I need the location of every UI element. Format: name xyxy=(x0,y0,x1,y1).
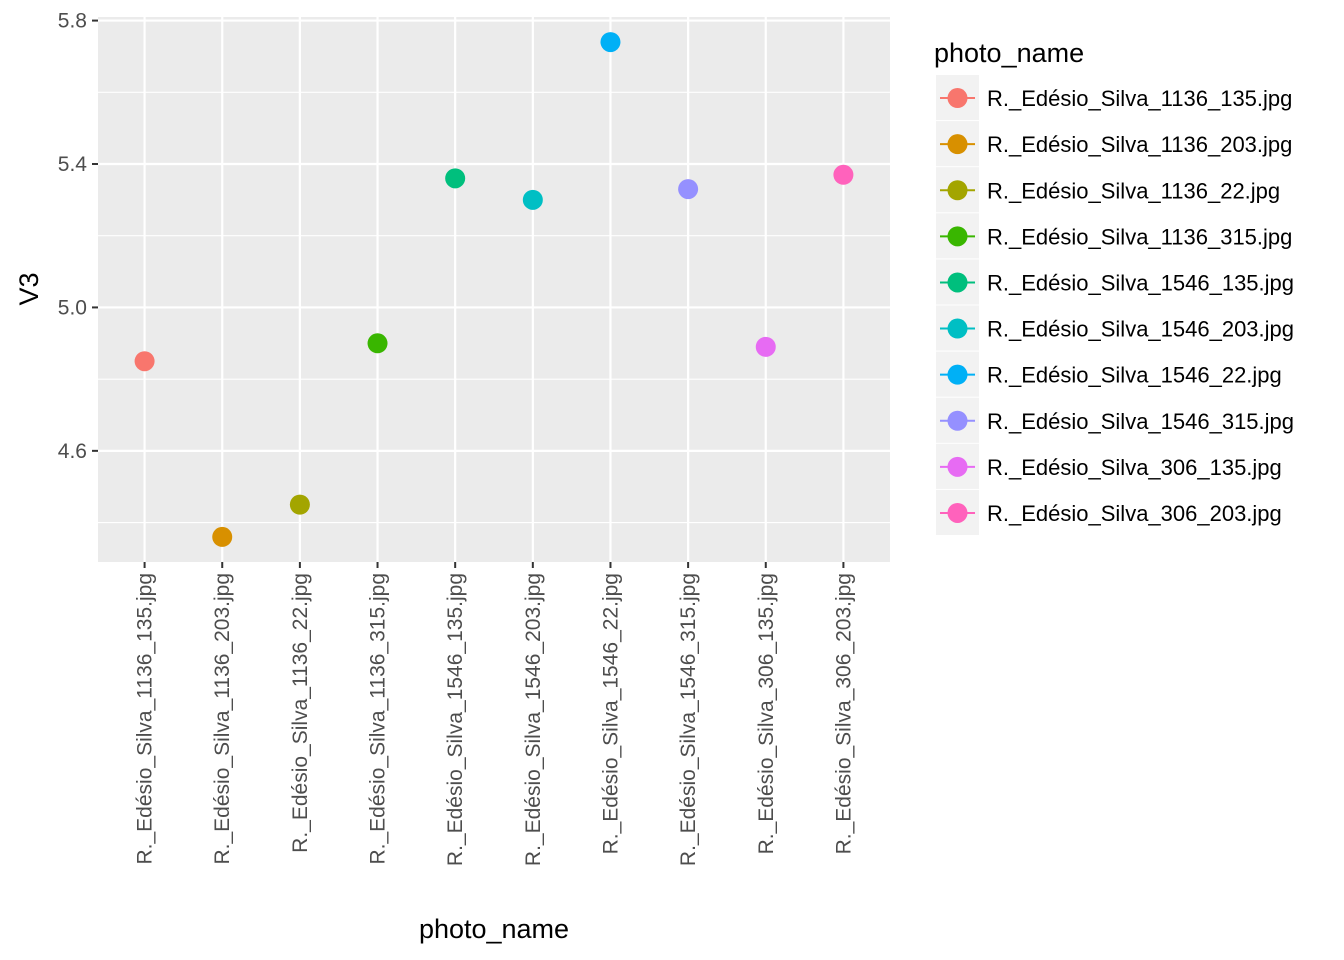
legend-key-point xyxy=(947,88,968,109)
legend-key-point xyxy=(947,180,968,201)
y-axis-title: V3 xyxy=(14,272,44,305)
x-tick-label: R._Edésio_Silva_1546_315.jpg xyxy=(677,573,700,866)
plot-panel xyxy=(98,17,890,562)
legend-key-point xyxy=(947,364,968,385)
legend-key-point xyxy=(947,226,968,247)
x-tick-label: R._Edésio_Silva_1546_135.jpg xyxy=(444,573,467,866)
x-tick-label: R._Edésio_Silva_1136_203.jpg xyxy=(211,573,234,865)
y-axis: 4.6 5.0 5.4 5.8 xyxy=(58,10,98,463)
legend-label: R._Edésio_Silva_1136_203.jpg xyxy=(987,132,1292,157)
y-tick-label: 5.0 xyxy=(58,296,87,319)
legend-label: R._Edésio_Silva_1546_135.jpg xyxy=(987,270,1294,295)
minor-gridlines xyxy=(98,91,890,524)
x-axis: R._Edésio_Silva_1136_135.jpg R._Edésio_Si… xyxy=(134,562,855,866)
x-tick-label: R._Edésio_Silva_1136_315.jpg xyxy=(367,573,390,865)
data-points xyxy=(134,32,854,547)
y-tick-label: 5.8 xyxy=(58,10,87,33)
legend-label: R._Edésio_Silva_306_135.jpg xyxy=(987,455,1282,480)
y-tick-label: 5.4 xyxy=(58,153,88,176)
legend-label: R._Edésio_Silva_1136_135.jpg xyxy=(987,86,1292,111)
legend-label: R._Edésio_Silva_306_203.jpg xyxy=(987,501,1282,526)
legend-label: R._Edésio_Silva_1136_315.jpg xyxy=(987,224,1292,249)
y-tick-label: 4.6 xyxy=(58,440,87,463)
x-tick-label: R._Edésio_Silva_306_135.jpg xyxy=(755,573,778,854)
x-tick-label: R._Edésio_Silva_1136_135.jpg xyxy=(134,573,157,865)
data-point xyxy=(755,336,776,357)
x-axis-title: photo_name xyxy=(419,914,569,944)
legend-key-point xyxy=(947,134,968,155)
legend-key-point xyxy=(947,410,968,431)
legend: photo_name R._Edésio_Silva_1136_135.jpg R… xyxy=(934,38,1294,535)
data-point xyxy=(833,164,854,185)
data-point xyxy=(678,179,699,200)
x-tick-label: R._Edésio_Silva_306_203.jpg xyxy=(832,573,855,854)
legend-label: R._Edésio_Silva_1136_22.jpg xyxy=(987,178,1280,203)
data-point xyxy=(600,32,621,53)
x-tick-label: R._Edésio_Silva_1136_22.jpg xyxy=(289,573,312,853)
x-tick-label: R._Edésio_Silva_1546_203.jpg xyxy=(522,573,545,866)
data-point xyxy=(367,333,388,354)
data-point xyxy=(134,351,155,372)
major-gridlines xyxy=(98,17,890,562)
legend-title: photo_name xyxy=(934,38,1084,68)
legend-key-point xyxy=(947,272,968,293)
legend-key-point xyxy=(947,502,968,523)
legend-key-point xyxy=(947,318,968,339)
data-point xyxy=(522,189,543,210)
data-point xyxy=(289,494,310,515)
legend-label: R._Edésio_Silva_1546_22.jpg xyxy=(987,363,1282,388)
legend-label: R._Edésio_Silva_1546_315.jpg xyxy=(987,409,1294,434)
legend-label: R._Edésio_Silva_1546_203.jpg xyxy=(987,317,1294,342)
data-point xyxy=(445,168,466,189)
data-point xyxy=(212,526,233,547)
x-tick-label: R._Edésio_Silva_1546_22.jpg xyxy=(599,573,622,854)
legend-key-point xyxy=(947,456,968,477)
